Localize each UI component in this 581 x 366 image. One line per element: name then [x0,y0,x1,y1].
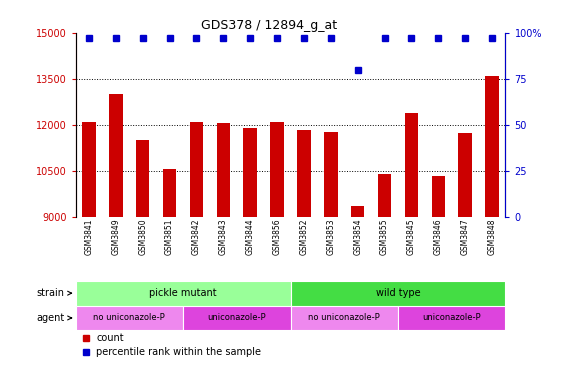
Text: GSM3848: GSM3848 [487,219,497,255]
Text: GSM3853: GSM3853 [327,219,335,255]
Bar [109,94,123,217]
Text: GSM3841: GSM3841 [84,219,94,255]
Title: GDS378 / 12894_g_at: GDS378 / 12894_g_at [201,19,337,32]
Bar [290,281,505,306]
Bar [83,122,96,217]
Text: GSM3850: GSM3850 [138,219,147,255]
Bar [243,128,257,217]
Bar [485,76,498,217]
Text: uniconazole-P: uniconazole-P [422,313,481,322]
Text: GSM3849: GSM3849 [112,219,120,255]
Text: wild type: wild type [376,288,420,298]
Bar [76,281,290,306]
Text: GSM3846: GSM3846 [434,219,443,255]
Bar [163,169,176,217]
Text: count: count [96,333,124,343]
Bar [136,140,149,217]
Text: no uniconazole-P: no uniconazole-P [309,313,380,322]
Text: GSM3856: GSM3856 [272,219,282,255]
Text: GSM3847: GSM3847 [461,219,469,255]
Text: agent: agent [37,313,71,323]
Text: GSM3851: GSM3851 [165,219,174,255]
Text: GSM3842: GSM3842 [192,219,201,255]
Bar [398,306,505,330]
Text: GSM3854: GSM3854 [353,219,362,255]
Text: GSM3845: GSM3845 [407,219,416,255]
Bar [270,122,284,217]
Bar [351,206,364,217]
Bar [378,174,391,217]
Bar [290,306,398,330]
Text: GSM3843: GSM3843 [219,219,228,255]
Text: pickle mutant: pickle mutant [149,288,217,298]
Bar [458,132,472,217]
Text: percentile rank within the sample: percentile rank within the sample [96,347,261,358]
Bar [324,132,338,217]
Bar [405,113,418,217]
Bar [183,306,290,330]
Text: GSM3852: GSM3852 [299,219,309,255]
Bar [297,130,311,217]
Text: strain: strain [37,288,71,298]
Bar [190,122,203,217]
Bar [217,123,230,217]
Bar [76,306,183,330]
Text: uniconazole-P: uniconazole-P [207,313,266,322]
Bar [432,176,445,217]
Text: GSM3855: GSM3855 [380,219,389,255]
Text: GSM3844: GSM3844 [246,219,254,255]
Text: no uniconazole-P: no uniconazole-P [94,313,165,322]
